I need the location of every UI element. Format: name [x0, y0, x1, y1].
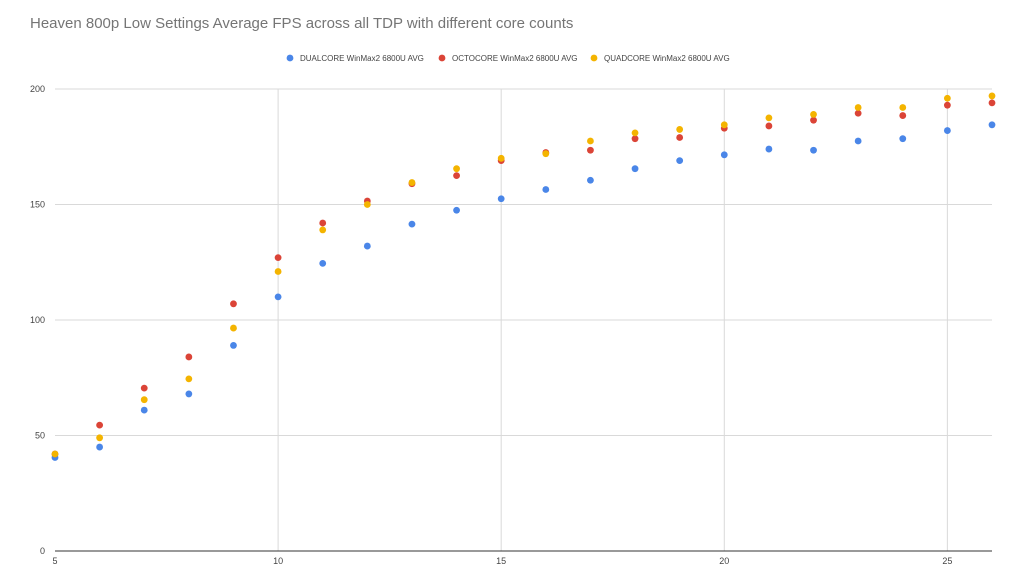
legend-marker — [438, 54, 446, 62]
data-point-series-2 — [230, 324, 237, 332]
grid — [55, 88, 992, 551]
y-tick-label: 50 — [35, 431, 45, 441]
data-point-series-1 — [899, 112, 907, 119]
data-point-series-2 — [319, 226, 327, 234]
data-point-series-2 — [765, 114, 773, 122]
data-point-series-0 — [96, 443, 104, 451]
y-tick-label: 0 — [40, 546, 45, 556]
legend-marker — [286, 54, 294, 62]
y-tick-label: 150 — [30, 200, 45, 210]
data-point-series-1 — [988, 99, 996, 107]
data-point-series-1 — [274, 254, 282, 262]
data-point-series-1 — [810, 116, 817, 124]
legend-label: DUALCORE WinMax2 6800U AVG — [300, 54, 424, 63]
data-point-series-2 — [274, 268, 282, 275]
y-tick-label: 100 — [30, 315, 45, 325]
data-point-series-1 — [943, 101, 951, 109]
data-point-series-1 — [185, 353, 193, 361]
data-point-series-1 — [140, 384, 148, 392]
data-point-series-1 — [676, 134, 684, 141]
legend-marker — [590, 54, 598, 62]
data-point-series-1 — [319, 219, 327, 227]
data-point-series-2 — [854, 104, 862, 111]
data-point-series-0 — [542, 186, 550, 193]
legend: DUALCORE WinMax2 6800U AVG OCTOCORE WinMa… — [286, 54, 730, 63]
data-point-series-1 — [453, 172, 460, 180]
data-point-series-2 — [720, 121, 728, 129]
data-points — [51, 92, 996, 461]
data-point-series-2 — [676, 126, 684, 133]
data-point-series-2 — [988, 92, 996, 100]
data-point-series-0 — [720, 151, 728, 159]
data-point-series-0 — [230, 342, 237, 349]
data-point-series-0 — [765, 145, 773, 153]
data-point-series-0 — [319, 260, 327, 267]
data-point-series-1 — [854, 109, 862, 117]
data-point-series-2 — [899, 104, 907, 111]
data-point-series-0 — [943, 127, 951, 134]
data-point-series-1 — [96, 421, 104, 429]
tick-labels: 0 50 100 150 200 5 10 15 20 25 — [30, 84, 952, 566]
data-point-series-2 — [140, 396, 148, 404]
data-point-series-2 — [497, 154, 505, 162]
x-tick-label: 25 — [942, 556, 952, 566]
data-point-series-2 — [542, 150, 550, 158]
data-point-series-0 — [497, 195, 505, 203]
data-point-series-0 — [185, 390, 193, 398]
x-tick-label: 5 — [52, 556, 57, 566]
legend-label: QUADCORE WinMax2 6800U AVG — [604, 54, 730, 63]
data-point-series-2 — [408, 179, 416, 186]
data-point-series-0 — [631, 165, 639, 173]
data-point-series-2 — [363, 201, 371, 208]
data-point-series-2 — [810, 111, 817, 118]
data-point-series-1 — [230, 300, 237, 308]
data-point-series-1 — [631, 135, 639, 143]
data-point-series-1 — [765, 122, 773, 130]
data-point-series-2 — [943, 94, 951, 102]
data-point-series-2 — [185, 375, 193, 383]
data-point-series-2 — [587, 137, 594, 145]
data-point-series-0 — [587, 176, 594, 184]
legend-label: OCTOCORE WinMax2 6800U AVG — [452, 54, 578, 63]
data-point-series-0 — [140, 406, 148, 414]
data-point-series-0 — [988, 121, 996, 129]
y-tick-label: 200 — [30, 84, 45, 94]
data-point-series-2 — [631, 129, 639, 137]
data-point-series-0 — [453, 206, 460, 214]
data-point-series-0 — [408, 220, 416, 228]
data-point-series-0 — [676, 157, 684, 165]
data-point-series-0 — [899, 135, 907, 143]
x-tick-label: 20 — [719, 556, 729, 566]
x-tick-label: 15 — [496, 556, 506, 566]
data-point-series-2 — [453, 165, 460, 173]
chart-title: Heaven 800p Low Settings Average FPS acr… — [30, 15, 573, 32]
data-point-series-2 — [51, 450, 59, 458]
data-point-series-0 — [854, 137, 862, 145]
data-point-series-0 — [363, 242, 371, 250]
data-point-series-1 — [587, 146, 594, 154]
x-tick-label: 10 — [273, 556, 283, 566]
data-point-series-2 — [96, 434, 104, 442]
data-point-series-0 — [274, 293, 282, 301]
data-point-series-0 — [810, 146, 817, 154]
